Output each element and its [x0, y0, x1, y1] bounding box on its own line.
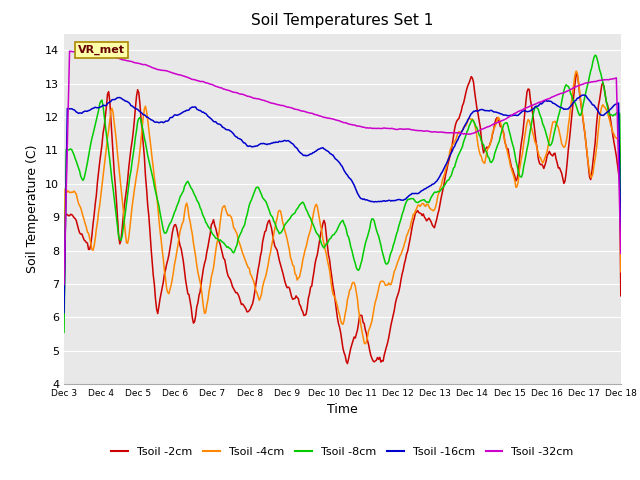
Legend: Tsoil -2cm, Tsoil -4cm, Tsoil -8cm, Tsoil -16cm, Tsoil -32cm: Tsoil -2cm, Tsoil -4cm, Tsoil -8cm, Tsoi…	[107, 442, 578, 461]
X-axis label: Time: Time	[327, 403, 358, 417]
Title: Soil Temperatures Set 1: Soil Temperatures Set 1	[252, 13, 433, 28]
Text: VR_met: VR_met	[78, 45, 125, 55]
Y-axis label: Soil Temperature (C): Soil Temperature (C)	[26, 144, 40, 273]
